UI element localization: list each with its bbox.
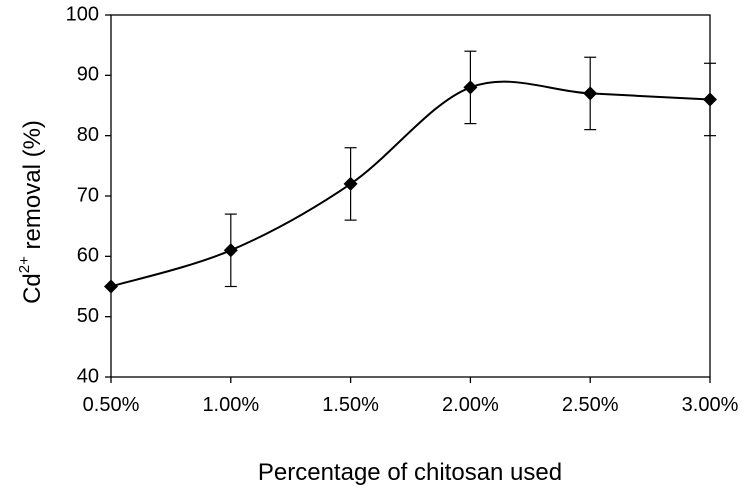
y-axis-ticks: 40 50 60 70 80 90 100 xyxy=(66,3,111,387)
y-tick-label: 100 xyxy=(66,3,99,25)
y-tick-label: 80 xyxy=(77,124,99,146)
data-point xyxy=(343,176,358,191)
x-tick-label: 2.50% xyxy=(562,394,619,416)
series-line xyxy=(110,80,711,288)
data-point xyxy=(583,86,598,101)
data-point xyxy=(463,80,478,95)
data-point xyxy=(104,279,118,294)
data-point xyxy=(703,92,717,107)
y-axis-label-pre: Cd xyxy=(19,273,46,304)
x-axis-ticks: 0.50% 1.00% 1.50% 2.00% 2.50% 3.00% xyxy=(83,377,739,416)
x-tick-label: 2.00% xyxy=(442,394,499,416)
plot-frame xyxy=(110,14,711,378)
x-tick-label: 1.50% xyxy=(322,394,379,416)
y-axis-label-sup: 2+ xyxy=(16,256,33,273)
y-axis-label-post: removal (%) xyxy=(19,120,46,256)
x-tick-label: 0.50% xyxy=(83,394,140,416)
y-tick-label: 60 xyxy=(77,245,99,267)
x-tick-label: 3.00% xyxy=(682,394,739,416)
y-axis-label: Cd2+ removal (%) xyxy=(16,120,46,304)
data-point xyxy=(223,243,238,258)
y-tick-label: 50 xyxy=(77,305,99,327)
y-tick-label: 90 xyxy=(77,64,99,86)
y-tick-label: 40 xyxy=(77,365,99,387)
x-tick-label: 1.00% xyxy=(202,394,259,416)
series-group xyxy=(104,80,717,294)
plot-border xyxy=(110,14,711,378)
y-tick-label: 70 xyxy=(77,184,99,206)
x-axis-label: Percentage of chitosan used xyxy=(258,459,562,486)
